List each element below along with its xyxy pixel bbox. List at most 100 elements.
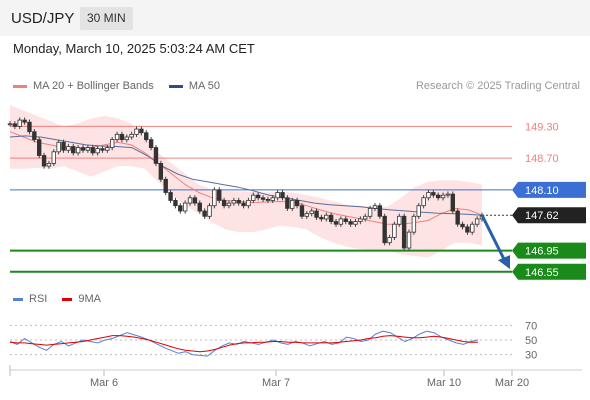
candle-body [129,133,134,138]
candle-body [285,197,290,209]
timeframe-button[interactable]: 30 MIN [80,7,133,30]
forecast-arrow-shaft [480,214,507,262]
candle-body [401,215,407,249]
candle-body [392,223,397,238]
candle-body [397,215,402,225]
candle-body [358,218,363,222]
candle-body [226,202,232,207]
candle-body [241,202,246,207]
candle-body [187,197,193,204]
candle-body [470,223,475,233]
candle-body [431,192,436,196]
candle-body [426,192,431,199]
candle-body [114,133,120,141]
candle-body [367,207,373,217]
level-tag-147.62 [512,207,586,224]
candle-body [416,205,421,217]
candle-body [100,148,105,151]
candle-body [304,213,310,217]
candle-body [343,218,348,222]
candle-body [124,136,129,141]
candle-body [348,221,353,225]
candle-body [314,210,319,218]
legend-9ma: 9MA [62,293,101,305]
candle-body [406,231,412,249]
candle-body [163,178,168,193]
legend-ma50: MA 50 [168,80,221,92]
level-tag-146.95 [512,242,586,259]
rsi-tick-label-70: 70 [525,320,537,332]
main-legend: MA 20 + Bollinger Bands MA 50 [13,80,232,92]
rsi-series-rsi [9,330,479,357]
candle-body [95,148,100,154]
rsi-swatch [13,297,23,301]
candle-body [333,221,339,225]
candle-body [382,215,387,244]
candle-body [387,237,392,244]
x-tick-label: Mar 10 [427,377,461,389]
rsi-tick-label-30: 30 [525,350,537,362]
candle-body [372,205,378,209]
candle-body [105,147,110,151]
level-label-147.62: 147.62 [525,210,559,222]
candle-body [144,132,149,141]
candle-body [319,216,324,220]
header-bar: USD/JPY 30 MIN [0,0,590,36]
candle-body [197,202,202,212]
legend-rsi: RSI [13,293,47,305]
rsi-legend: RSI 9MA [13,293,113,305]
series-line-ma-50 [9,135,483,216]
candle-body [445,193,451,196]
candle-body [411,215,417,233]
candle-body [148,139,154,148]
candle-body [207,205,212,217]
level-label-148.70: 148.70 [525,153,559,165]
candle-body [236,200,241,204]
candle-body [119,133,125,141]
candle-body [436,194,441,199]
level-label-146.55: 146.55 [525,267,559,279]
x-tick-label: Mar 7 [262,377,290,389]
candle-body [41,155,47,167]
x-tick-label: Mar 6 [90,377,118,389]
candle-body [460,223,465,228]
pair-title: USD/JPY [11,10,75,27]
candle-body [251,194,256,201]
legend-9ma-label: 9MA [78,293,102,305]
candle-body [212,189,217,207]
candle-body [363,215,368,220]
candle-body [299,205,305,217]
candle-body [474,218,480,225]
level-label-146.95: 146.95 [525,246,559,258]
datetime-label: Monday, March 10, 2025 5:03:24 AM CET [13,41,255,56]
candle-body [109,139,115,148]
candle-body [221,200,227,207]
candle-body [134,128,139,135]
credit-text: Research © 2025 Trading Central [415,80,580,92]
candle-body [85,147,91,151]
candle-body [51,151,56,164]
candle-body [465,226,470,233]
ma50-swatch [168,84,183,88]
candle-body [231,200,237,204]
legend-ma50-label: MA 50 [188,80,221,92]
candle-body [260,197,266,200]
candle-body [280,192,285,199]
candle-body [328,214,334,222]
candle-body [153,147,159,164]
candle-body [71,146,76,154]
candle-body [36,139,42,156]
candle-body [158,163,164,180]
level-label-148.10: 148.10 [525,185,559,197]
candle-body [139,128,144,134]
candle-body [309,210,314,215]
candle-body [182,202,188,212]
candle-body [290,200,295,209]
9ma-swatch [62,297,73,301]
rsi-series-9ma [9,335,478,353]
candle-body [192,197,198,204]
legend-rsi-label: RSI [29,293,48,305]
legend-ma20-label: MA 20 + Bollinger Bands [33,80,154,92]
candle-body [421,197,426,207]
